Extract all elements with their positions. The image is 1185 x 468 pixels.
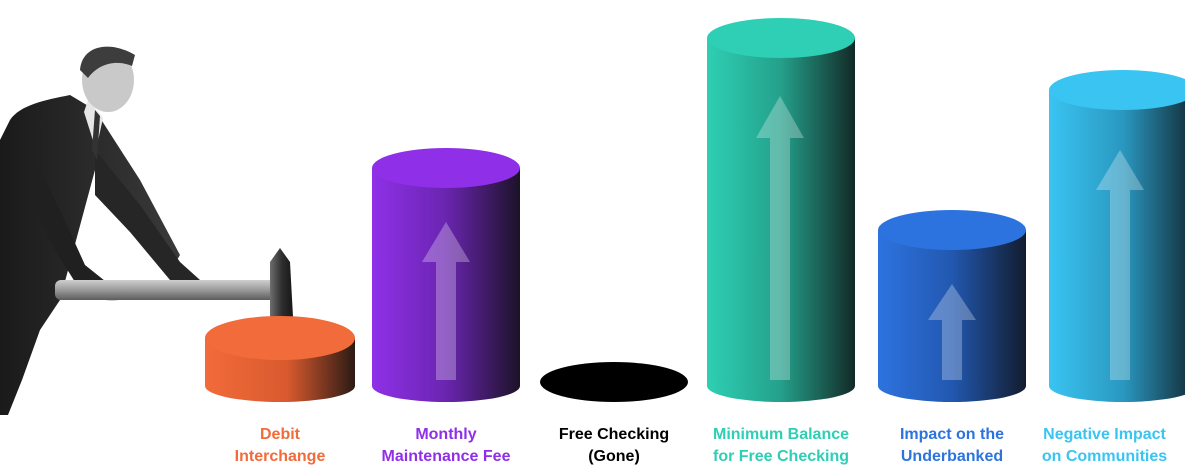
hammer-head (270, 248, 294, 335)
hammer-handle (55, 280, 280, 300)
label-impact-underbanked: Impact on the Underbanked (899, 426, 1004, 465)
label-free-checking-gone: Free Checking (Gone) (558, 426, 670, 465)
arrow-up-icon (928, 284, 976, 380)
label-debit-interchange: Debit Interchange (234, 426, 326, 465)
man-body (0, 95, 180, 415)
man-arm (95, 150, 200, 292)
label-monthly-maintenance-fee: Monthly Maintenance Fee (381, 426, 511, 465)
man-tie (92, 110, 100, 160)
arrow-up-icon (1096, 150, 1144, 380)
man-arm-near (30, 170, 110, 300)
man-with-sledgehammer-illustration (0, 46, 294, 415)
cylinder-impact-underbanked (878, 210, 1026, 402)
cylinder-monthly-maintenance-fee (372, 148, 520, 402)
label-negative-impact-communities: Negative Impact on Communities (1041, 426, 1168, 465)
cylinder-negative-impact-communities (1049, 70, 1185, 402)
hole-free-checking-gone (540, 362, 688, 402)
arrow-up-icon (756, 96, 804, 380)
cylinder-debit-interchange (205, 316, 355, 402)
label-minimum-balance: Minimum Balance for Free Checking (712, 426, 850, 465)
arrow-up-icon (422, 222, 470, 380)
man-hair (80, 46, 135, 78)
cylinder-minimum-balance (707, 18, 855, 402)
